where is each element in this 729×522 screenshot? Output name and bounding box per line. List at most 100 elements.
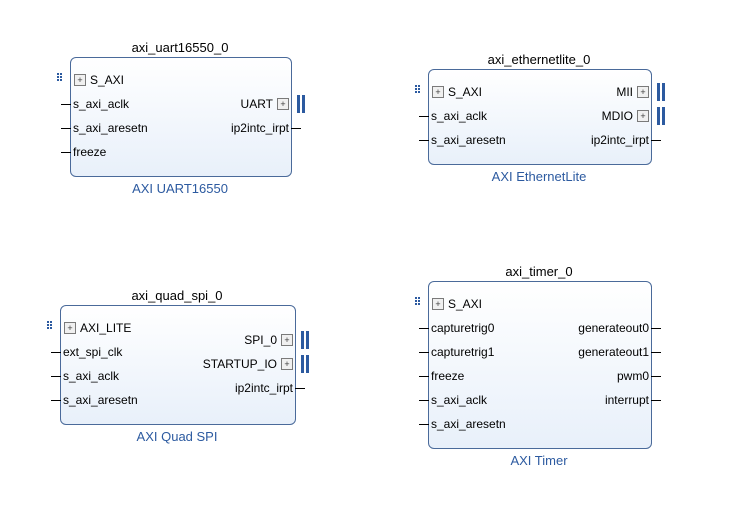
pin [61,104,71,105]
pin [61,128,71,129]
display-name: AXI Quad SPI [60,429,294,444]
port-pwm0[interactable]: pwm0 [617,366,651,386]
port-mii[interactable]: MII + [616,82,651,102]
port-label: ip2intc_irpt [591,133,649,147]
port-label: s_axi_aclk [431,109,487,123]
port-uart[interactable]: UART + [241,94,291,114]
expand-icon[interactable]: + [277,98,289,110]
pin [419,352,429,353]
pin [651,328,661,329]
pin [419,116,429,117]
port-label: s_axi_aresetn [431,417,506,431]
bus-dots [47,321,55,329]
port-label: S_AXI [448,85,482,99]
port-label: ip2intc_irpt [235,381,293,395]
port-freeze[interactable]: freeze [71,142,106,162]
port-s_axi_aclk[interactable]: s_axi_aclk [71,94,129,114]
expand-icon[interactable]: + [432,86,444,98]
block-body[interactable]: +AXI_LITE ext_spi_clk s_axi_aclk s_axi_ares… [60,305,296,425]
port-label: generateout1 [578,345,649,359]
port-ext_spi_clk[interactable]: ext_spi_clk [61,342,122,362]
port-s_axi_aresetn[interactable]: s_axi_aresetn [429,414,506,434]
pin [419,376,429,377]
pin [651,140,661,141]
port-label: MII [616,85,633,99]
pin [295,388,305,389]
ip-block-qspi[interactable]: axi_quad_spi_0 +AXI_LITE ext_spi_clk s_axi_… [60,288,296,444]
port-s_axi_aresetn[interactable]: s_axi_aresetn [71,118,148,138]
port-freeze[interactable]: freeze [429,366,464,386]
port-label: capturetrig0 [431,321,494,335]
bus-dots [57,73,65,81]
instance-name: axi_quad_spi_0 [60,288,294,303]
port-label: MDIO [602,109,633,123]
port-label: UART [241,97,273,111]
expand-icon[interactable]: + [281,334,293,346]
expand-icon[interactable]: + [64,322,76,334]
pin [651,376,661,377]
display-name: AXI UART16550 [70,181,290,196]
pin [61,152,71,153]
bus-dots [415,85,423,93]
instance-name: axi_ethernetlite_0 [428,52,650,67]
expand-icon[interactable]: + [281,358,293,370]
port-label: interrupt [605,393,649,407]
bus-dots [415,297,423,305]
pin [291,128,301,129]
block-body[interactable]: + S_AXI s_axi_aclk s_axi_aresetnfreeze UART +… [70,57,292,177]
port-label: STARTUP_IO [203,357,277,371]
instance-name: axi_uart16550_0 [70,40,290,55]
port-capturetrig1[interactable]: capturetrig1 [429,342,494,362]
port-generateout1[interactable]: generateout1 [578,342,651,362]
port-startup_io[interactable]: STARTUP_IO + [203,354,295,374]
port-spi_0[interactable]: SPI_0 + [244,330,295,350]
port-label: s_axi_aresetn [63,393,138,407]
port-ip2intc_irpt[interactable]: ip2intc_irpt [231,118,291,138]
pin [419,400,429,401]
pin [651,352,661,353]
port-ip2intc_irpt[interactable]: ip2intc_irpt [235,378,295,398]
port-label: ip2intc_irpt [231,121,289,135]
block-body[interactable]: + S_AXI s_axi_aclk s_axi_aresetn MII + MDIO + ip… [428,69,652,165]
ip-block-eth[interactable]: axi_ethernetlite_0 + S_AXI s_axi_aclk s_axi_… [428,52,652,184]
port-s_axi_aclk[interactable]: s_axi_aclk [61,366,119,386]
expand-icon[interactable]: + [432,298,444,310]
pin [51,376,61,377]
pin [651,400,661,401]
port-label: S_AXI [90,73,124,87]
expand-icon[interactable]: + [637,86,649,98]
block-body[interactable]: +S_AXI capturetrig0 capturetrig1 freeze s_ax… [428,281,652,449]
pin [419,140,429,141]
port-generateout0[interactable]: generateout0 [578,318,651,338]
pin [51,352,61,353]
port-ip2intc_irpt[interactable]: ip2intc_irpt [591,130,651,150]
port-label: freeze [73,145,106,159]
port-label: pwm0 [617,369,649,383]
port-label: s_axi_aclk [431,393,487,407]
ip-block-timer[interactable]: axi_timer_0+S_AXIcapturetrig0capturetrig… [428,264,652,468]
port-label: s_axi_aclk [63,369,119,383]
port-s_axi[interactable]: +S_AXI [429,294,482,314]
bus-marker [297,95,305,113]
expand-icon[interactable]: + [637,110,649,122]
port-axi_lite[interactable]: +AXI_LITE [61,318,131,338]
port-label: s_axi_aclk [73,97,129,111]
ip-block-uart[interactable]: axi_uart16550_0 + S_AXI s_axi_aclk s_axi_are… [70,40,292,196]
port-interrupt[interactable]: interrupt [605,390,651,410]
port-s_axi_aresetn[interactable]: s_axi_aresetn [429,130,506,150]
port-s_axi[interactable]: + S_AXI [429,82,482,102]
bus-marker [301,355,309,373]
bus-marker [657,83,665,101]
port-s_axi[interactable]: + S_AXI [71,70,124,90]
port-label: SPI_0 [244,333,277,347]
port-label: s_axi_aresetn [431,133,506,147]
port-label: ext_spi_clk [63,345,122,359]
port-mdio[interactable]: MDIO + [602,106,651,126]
port-s_axi_aclk[interactable]: s_axi_aclk [429,390,487,410]
port-s_axi_aresetn[interactable]: s_axi_aresetn [61,390,138,410]
expand-icon[interactable]: + [74,74,86,86]
pin [419,328,429,329]
port-s_axi_aclk[interactable]: s_axi_aclk [429,106,487,126]
display-name: AXI Timer [428,453,650,468]
port-capturetrig0[interactable]: capturetrig0 [429,318,494,338]
